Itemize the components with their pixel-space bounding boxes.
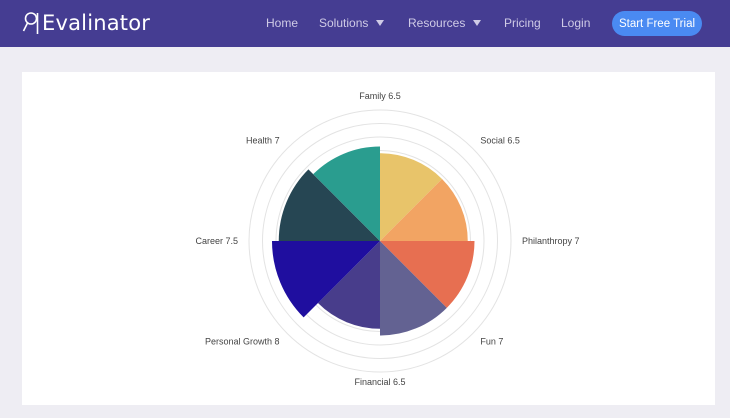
axis-label-career: Career 7.5 [195,236,238,246]
axis-label-health: Health 7 [246,136,280,146]
axis-label-financial: Financial 6.5 [354,377,405,387]
sector-social[interactable] [380,178,468,241]
sector-health[interactable] [313,146,380,242]
caret-down-icon [473,20,482,26]
brand-logo[interactable]: Evalinator [22,10,150,36]
polar-area-chart: Family 6.5 Social 6.5 Philanthropy 7 Fun 7 F… [195,91,580,387]
sector-financial[interactable] [317,241,380,329]
brand-name: Evalinator [42,11,151,35]
axis-label-family: Family 6.5 [359,91,401,101]
axis-label-philanthropy: Philanthropy 7 [522,236,580,246]
axis-label-personal-growth: Personal Growth 8 [205,336,280,346]
nav-resources[interactable]: Resources [408,16,482,30]
axis-label-social: Social 6.5 [480,136,520,146]
nav-login[interactable]: Login [561,16,591,30]
sector-fun[interactable] [380,241,447,336]
top-navbar: Evalinator Home Solutions Resources Pric… [0,0,730,47]
lightbulb-icon [22,12,39,34]
axis-label-fun: Fun 7 [480,336,503,346]
caret-down-icon [376,20,385,26]
sector-career[interactable] [278,169,380,241]
nav-home[interactable]: Home [266,16,299,30]
nav-solutions-label: Solutions [319,16,369,30]
wheel-of-life-chart-card: Family 6.5 Social 6.5 Philanthropy 7 Fun 7 F… [22,72,715,405]
nav-solutions[interactable]: Solutions [319,16,385,30]
sector-personal-growth[interactable] [272,241,380,318]
sector-family[interactable] [380,153,443,241]
grid-ring [248,109,512,373]
sector-philanthropy[interactable] [380,241,475,308]
grid-ring [262,123,498,359]
nav-resources-label: Resources [408,16,466,30]
nav-pricing[interactable]: Pricing [504,16,541,30]
start-free-trial-button[interactable]: Start Free Trial [612,11,702,36]
